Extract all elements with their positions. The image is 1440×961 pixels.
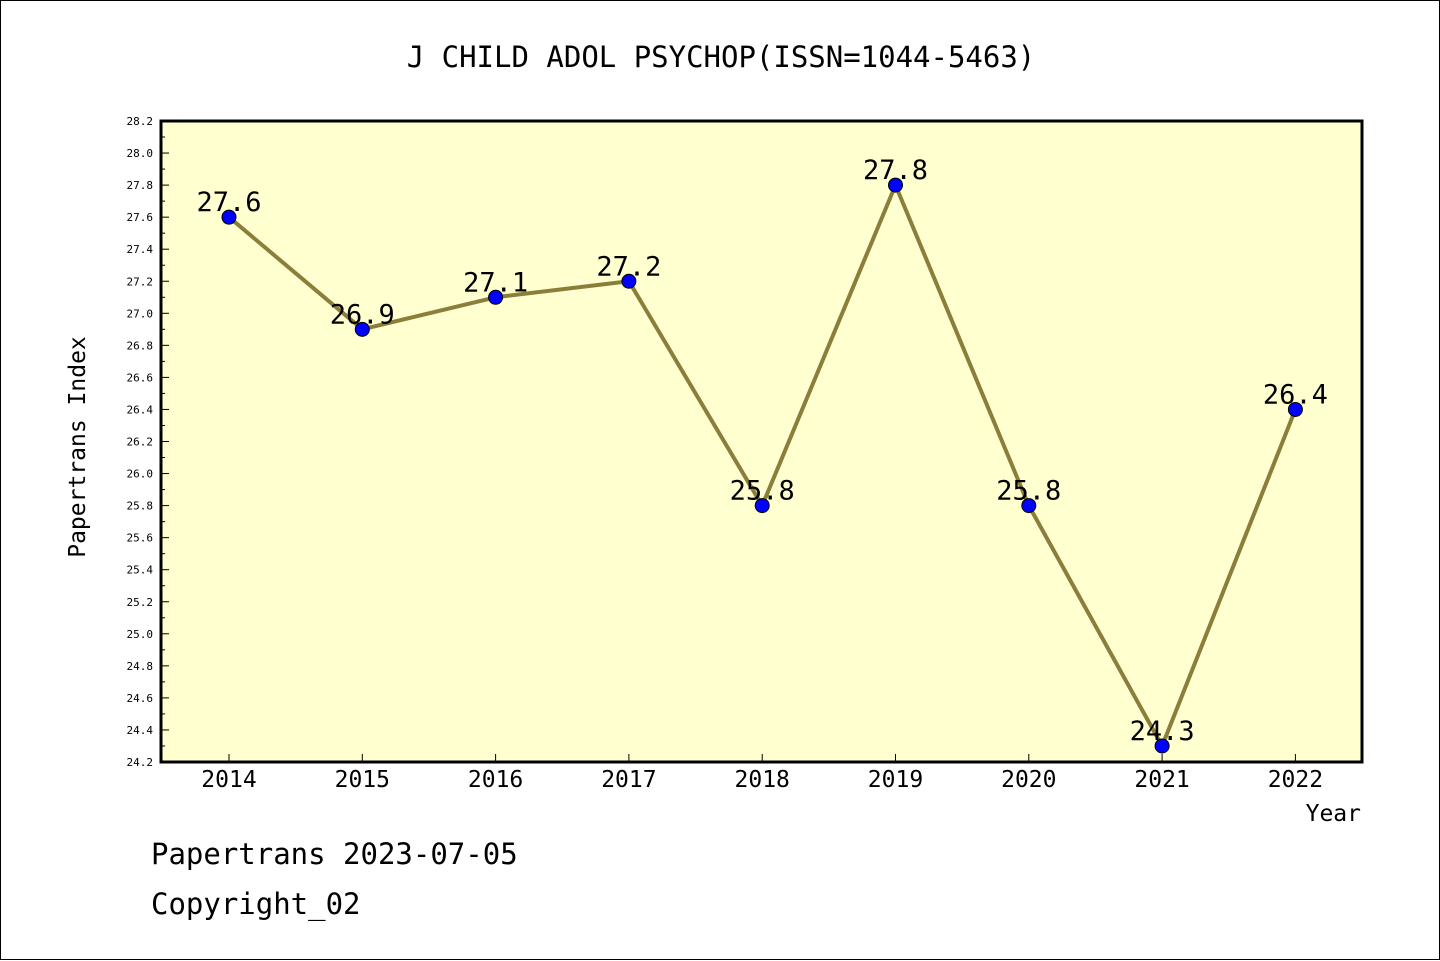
y-tick-label: 26.6 xyxy=(127,371,154,384)
y-tick-label: 27.2 xyxy=(127,275,154,288)
data-point xyxy=(488,289,504,305)
x-tick-label: 2015 xyxy=(335,767,390,793)
y-tick-label: 25.8 xyxy=(127,500,154,513)
y-axis-label: Papertrans Index xyxy=(65,336,91,558)
data-point xyxy=(888,177,903,193)
y-tick-label: 28.0 xyxy=(127,147,154,160)
x-tick-label: 2017 xyxy=(601,767,656,793)
x-tick-label: 2016 xyxy=(468,767,523,793)
data-label: 26.4 xyxy=(1263,379,1328,410)
data-label: 27.6 xyxy=(196,187,261,218)
plot-area xyxy=(159,119,1364,764)
data-point xyxy=(1154,738,1170,754)
y-tick-label: 25.0 xyxy=(127,628,154,641)
y-tick-label: 26.8 xyxy=(127,339,154,352)
y-tick-label: 27.0 xyxy=(127,307,154,320)
data-label: 27.8 xyxy=(863,155,928,186)
y-tick-label: 27.4 xyxy=(127,243,154,256)
x-tick-label: 2020 xyxy=(1001,767,1056,793)
x-axis-label: Year xyxy=(1306,801,1361,827)
y-tick-label: 26.2 xyxy=(127,436,154,449)
x-tick-label: 2014 xyxy=(201,767,256,793)
y-tick-label: 28.2 xyxy=(127,115,154,128)
data-point xyxy=(354,321,370,337)
data-label: 24.3 xyxy=(1130,716,1195,747)
footer-copyright: Copyright_02 xyxy=(151,887,361,921)
data-point xyxy=(754,498,770,514)
y-tick-label: 25.4 xyxy=(127,564,154,577)
footer-date: Papertrans 2023-07-05 xyxy=(151,837,518,871)
y-tick-label: 26.0 xyxy=(127,468,154,481)
x-tick-label: 2021 xyxy=(1134,767,1189,793)
data-points xyxy=(221,177,1303,754)
y-tick-label: 24.4 xyxy=(127,724,154,737)
x-tick-label: 2018 xyxy=(735,767,790,793)
y-tick-label: 25.6 xyxy=(127,532,154,545)
data-label: 26.9 xyxy=(330,299,395,330)
x-tick-label: 2019 xyxy=(868,767,923,793)
y-tick-label: 24.6 xyxy=(127,692,154,705)
y-tick-label: 25.2 xyxy=(127,596,154,609)
y-axis: 24.2 24.4 24.6 24.8 25.0 25.2 25.4 25.6 25.8 26.0… xyxy=(127,115,169,769)
data-point xyxy=(1021,498,1037,514)
x-axis: 2014 2015 2016 2017 2018 2019 2020 2021 2022 xyxy=(201,754,1323,793)
y-tick-label: 26.4 xyxy=(127,403,154,416)
data-label: 25.8 xyxy=(996,476,1061,507)
data-label: 27.1 xyxy=(463,267,528,298)
chart-title: J CHILD ADOL PSYCHOP(ISSN=1044-5463) xyxy=(407,40,1036,74)
x-tick-label: 2022 xyxy=(1268,767,1323,793)
y-tick-label: 27.8 xyxy=(127,179,154,192)
data-labels: 27.6 26.9 27.1 27.2 25.8 27.8 25.8 24.3 26.4 xyxy=(196,155,1327,747)
data-point xyxy=(621,273,637,289)
data-point xyxy=(1287,401,1303,417)
y-tick-label: 24.8 xyxy=(127,660,154,673)
data-label: 27.2 xyxy=(596,251,661,282)
data-point xyxy=(221,209,237,225)
data-label: 25.8 xyxy=(730,476,795,507)
y-tick-label: 24.2 xyxy=(127,756,154,769)
y-tick-label: 27.6 xyxy=(127,211,154,224)
